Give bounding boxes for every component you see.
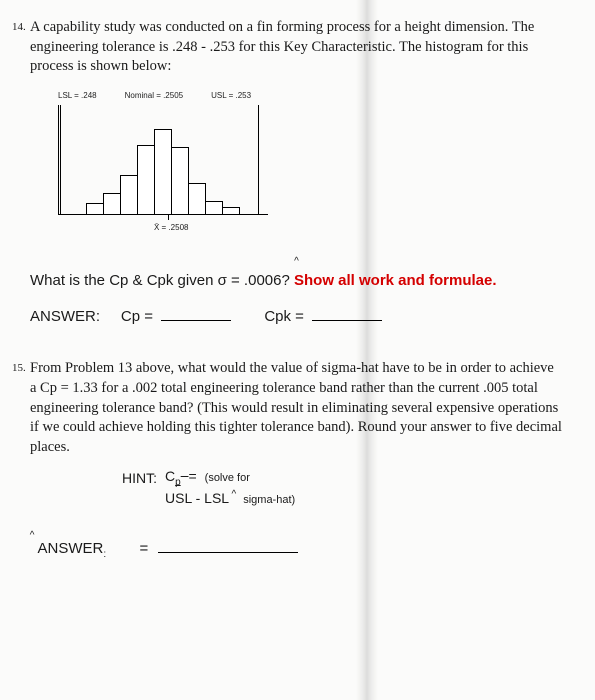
hint-usl-lsl: USL - LSL: [165, 490, 229, 506]
histogram-bar: [103, 193, 121, 215]
histogram-bars: [86, 129, 239, 215]
hint-c: C: [165, 468, 175, 484]
q14-ask: ^ What is the Cp & Cpk given σ = .0006? …: [30, 255, 563, 291]
answer-blank-15: [158, 552, 298, 553]
q14-ask-text: What is the Cp & Cpk given σ = .0006?: [30, 272, 294, 289]
sigma-hat-icon: [232, 498, 235, 511]
nominal-label: Nominal = .2505: [125, 91, 183, 102]
question-14: 14. A capability study was conducted on …: [30, 18, 563, 327]
cp-label: Cp =: [121, 308, 153, 325]
q15-answer-line: ANSWER: =: [30, 539, 563, 562]
histogram-bar: [86, 203, 104, 215]
hint-cp: Cp =: [165, 467, 197, 489]
histogram-bar: [137, 145, 155, 215]
hint-psub: p: [175, 477, 181, 488]
usl-label: USL = .253: [211, 91, 251, 102]
histogram-bar: [171, 147, 189, 215]
q14-answer-line: ANSWER: Cp = Cpk =: [30, 307, 563, 327]
q14-spec-labels: LSL = .248 Nominal = .2505 USL = .253: [58, 91, 563, 102]
answer-hat-icon: [30, 539, 34, 559]
q15-prompt: From Problem 13 above, what would the va…: [30, 359, 563, 457]
answer-sub-icon: :: [103, 549, 106, 560]
answer-label-15: ANSWER: [38, 540, 104, 557]
histogram-bar: [188, 183, 206, 215]
hint-paren1: (solve for: [205, 471, 250, 485]
hint-label: HINT:: [122, 469, 157, 487]
cpk-blank: [312, 320, 382, 321]
histogram-bar: [205, 201, 223, 215]
usl-line: [258, 105, 259, 215]
hint-p-sub: p: [175, 468, 188, 484]
q14-ask-red: Show all work and formulae.: [294, 272, 497, 289]
xbar-tick: [168, 214, 169, 220]
cpk-label: Cpk =: [264, 308, 304, 325]
q14-number: 14.: [12, 20, 26, 35]
hat-over-sigma: ^: [30, 255, 563, 269]
histogram-chart: X̄ = .2508: [58, 105, 268, 215]
histogram-bar: [120, 175, 138, 215]
cp-blank: [161, 320, 231, 321]
hint-denom: USL - LSL: [165, 489, 235, 511]
hint-eq: =: [188, 468, 196, 484]
question-15: 15. From Problem 13 above, what would th…: [30, 359, 563, 561]
answer-label: ANSWER:: [30, 308, 100, 325]
q14-prompt: A capability study was conducted on a fi…: [30, 18, 563, 77]
lsl-line: [60, 105, 61, 215]
histogram-bar: [154, 129, 172, 215]
xbar-label: X̄ = .2508: [154, 223, 188, 234]
histogram-bar: [222, 207, 240, 215]
y-axis: [58, 105, 59, 215]
lsl-label: LSL = .248: [58, 91, 97, 102]
hint-paren2: sigma-hat): [243, 493, 295, 507]
eq-sign: =: [139, 540, 148, 557]
q15-hint: HINT: Cp = (solve for HINT: USL - LSL si…: [122, 467, 563, 511]
q14-histogram-block: LSL = .248 Nominal = .2505 USL = .253 X̄…: [58, 91, 563, 246]
q15-number: 15.: [12, 361, 26, 376]
